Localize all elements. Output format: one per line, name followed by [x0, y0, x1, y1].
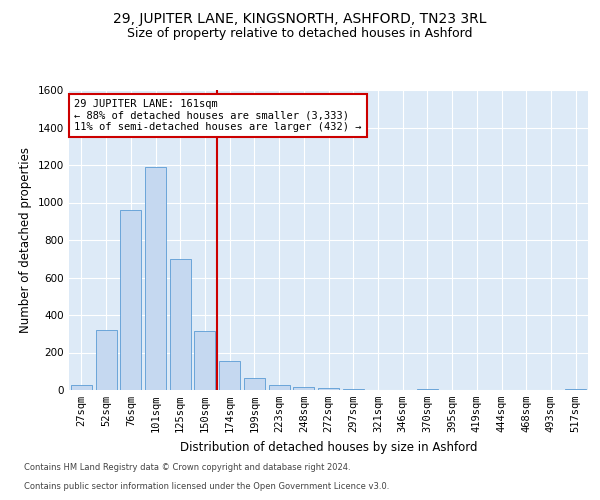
Y-axis label: Number of detached properties: Number of detached properties — [19, 147, 32, 333]
Bar — [145, 167, 166, 390]
Bar — [244, 378, 265, 390]
Bar — [293, 387, 314, 390]
X-axis label: Distribution of detached houses by size in Ashford: Distribution of detached houses by size … — [180, 440, 477, 454]
Bar — [95, 330, 116, 390]
Bar — [120, 210, 141, 390]
Bar — [219, 361, 240, 390]
Bar — [71, 386, 92, 390]
Bar — [170, 259, 191, 390]
Text: Size of property relative to detached houses in Ashford: Size of property relative to detached ho… — [127, 28, 473, 40]
Bar — [194, 331, 215, 390]
Bar — [565, 388, 586, 390]
Text: Contains public sector information licensed under the Open Government Licence v3: Contains public sector information licen… — [24, 482, 389, 491]
Text: 29, JUPITER LANE, KINGSNORTH, ASHFORD, TN23 3RL: 29, JUPITER LANE, KINGSNORTH, ASHFORD, T… — [113, 12, 487, 26]
Bar — [269, 386, 290, 390]
Bar — [318, 388, 339, 390]
Text: 29 JUPITER LANE: 161sqm
← 88% of detached houses are smaller (3,333)
11% of semi: 29 JUPITER LANE: 161sqm ← 88% of detache… — [74, 99, 362, 132]
Text: Contains HM Land Registry data © Crown copyright and database right 2024.: Contains HM Land Registry data © Crown c… — [24, 464, 350, 472]
Bar — [343, 389, 364, 390]
Bar — [417, 389, 438, 390]
